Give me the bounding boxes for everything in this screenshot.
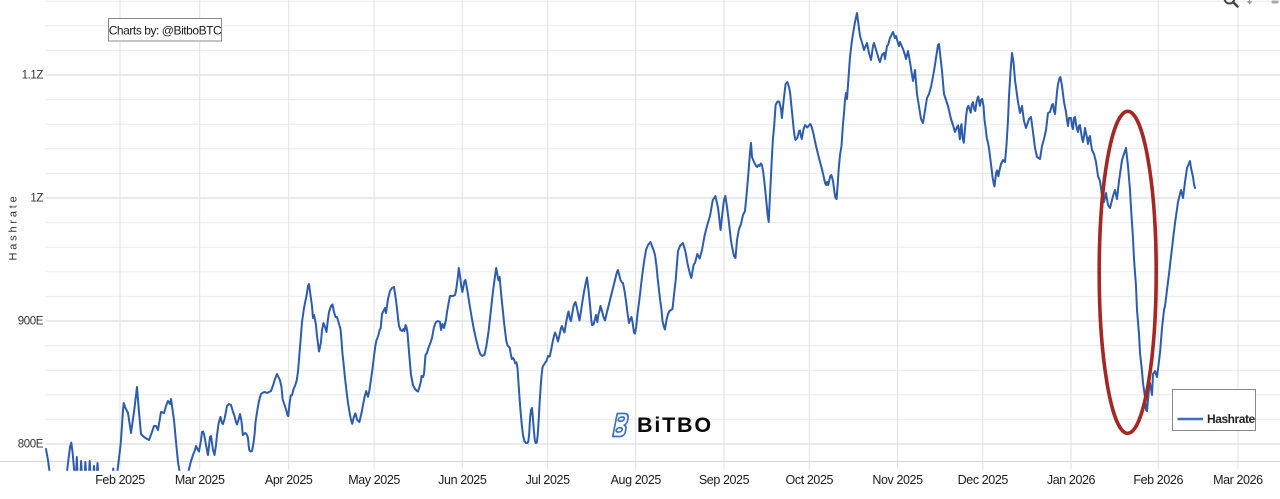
svg-text:Apr 2025: Apr 2025 [265, 473, 313, 487]
svg-text:Aug 2025: Aug 2025 [611, 473, 662, 487]
svg-text:Jan 2026: Jan 2026 [1047, 473, 1096, 487]
svg-text:1.1Z: 1.1Z [22, 70, 44, 82]
svg-text:800E: 800E [18, 439, 44, 451]
svg-text:900E: 900E [18, 316, 44, 328]
svg-text:BiTBO: BiTBO [637, 413, 713, 437]
svg-text:Jun 2025: Jun 2025 [438, 473, 487, 487]
svg-text:Hashrate: Hashrate [8, 193, 20, 260]
svg-text:Oct 2025: Oct 2025 [786, 473, 834, 487]
svg-text:May 2025: May 2025 [348, 473, 400, 487]
svg-text:Mar 2026: Mar 2026 [1213, 473, 1263, 487]
svg-text:Mar 2025: Mar 2025 [175, 473, 225, 487]
svg-text:Nov 2025: Nov 2025 [872, 473, 923, 487]
svg-text:Dec 2025: Dec 2025 [958, 473, 1009, 487]
svg-text:Sep 2025: Sep 2025 [699, 473, 750, 487]
svg-text:1Z: 1Z [30, 193, 43, 205]
svg-text:Feb 2026: Feb 2026 [1133, 473, 1183, 487]
svg-text:Jul 2025: Jul 2025 [526, 473, 571, 487]
svg-text:Feb 2025: Feb 2025 [95, 473, 145, 487]
svg-text:Charts by: @BitboBTC: Charts by: @BitboBTC [109, 24, 222, 38]
svg-text:Hashrate: Hashrate [1207, 412, 1256, 426]
